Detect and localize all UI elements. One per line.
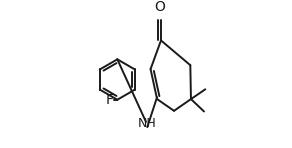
Text: NH: NH	[137, 117, 156, 130]
Text: F: F	[105, 93, 113, 107]
Text: O: O	[154, 0, 165, 14]
